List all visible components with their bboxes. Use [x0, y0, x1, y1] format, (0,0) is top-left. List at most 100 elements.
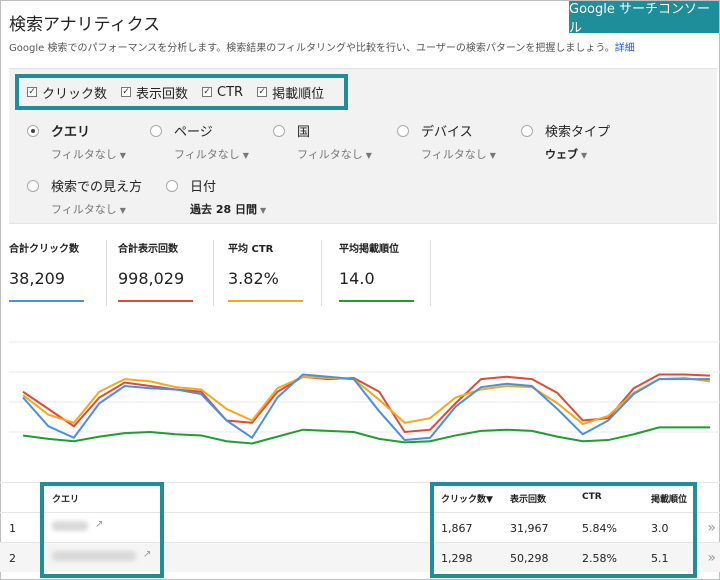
dimension-label: 国	[297, 125, 311, 140]
page-title: 検索アナリティクス	[9, 15, 161, 35]
trend-chart-svg	[9, 341, 720, 445]
dimension-country[interactable]: 国 フィルタなし ▼	[273, 121, 372, 162]
trend-chart	[9, 330, 720, 465]
dimension-label: デバイス	[421, 125, 473, 140]
chevron-down-icon: ▼	[489, 151, 496, 160]
series-color-bar	[9, 300, 84, 302]
cell-clicks: 1,298	[441, 552, 473, 565]
results-table: クエリ クリック数▼ 表示回数 CTR 掲載順位 1 ↗ 1,867 31,96…	[0, 482, 720, 580]
chevron-down-icon: ▼	[119, 151, 126, 160]
summary-card-position[interactable]: 平均掲載順位 14.0	[339, 240, 431, 306]
row-index: 1	[9, 522, 16, 535]
cell-clicks: 1,867	[441, 522, 473, 535]
chevron-down-icon: ▼	[581, 151, 588, 160]
card-value: 998,029	[118, 269, 185, 288]
column-header-position[interactable]: 掲載順位	[651, 495, 688, 505]
checkbox-icon: ✓	[27, 87, 37, 97]
cell-ctr: 2.58%	[582, 552, 617, 565]
card-value: 38,209	[9, 269, 65, 288]
toggle-ctr[interactable]: ✓ CTR	[202, 85, 243, 100]
column-header-clicks[interactable]: クリック数▼	[441, 495, 493, 505]
cell-ctr: 5.84%	[582, 522, 617, 535]
checkbox-icon: ✓	[257, 87, 268, 97]
radio-icon	[150, 124, 162, 137]
checkbox-icon: ✓	[202, 87, 213, 97]
toggle-label: CTR	[217, 84, 244, 100]
toggle-position[interactable]: ✓ 掲載順位	[257, 83, 324, 102]
column-header-ctr[interactable]: CTR	[582, 492, 602, 502]
dimension-filter[interactable]: フィルタなし ▼	[421, 148, 496, 161]
series-line-2	[22, 373, 710, 442]
dimension-filter[interactable]: フィルタなし ▼	[174, 148, 249, 161]
chevron-down-icon: ▼	[365, 151, 372, 160]
summary-card-impressions[interactable]: 合計表示回数 998,029	[118, 240, 214, 306]
summary-card-clicks[interactable]: 合計クリック数 38,209	[9, 240, 107, 306]
checkbox-icon: ✓	[121, 87, 132, 97]
chevron-down-icon: ▼	[119, 206, 126, 215]
external-link-icon[interactable]: ↗	[95, 519, 104, 530]
column-header-impressions[interactable]: 表示回数	[510, 495, 547, 505]
card-label: 平均掲載順位	[339, 244, 399, 255]
radio-icon	[273, 124, 285, 137]
query-link[interactable]	[52, 521, 88, 531]
radio-icon	[27, 124, 39, 137]
dimension-label: 検索での見え方	[51, 180, 143, 195]
series-line-0	[22, 373, 711, 434]
header: 検索アナリティクス Google サーチコンソール Google 検索でのパフォ…	[0, 0, 720, 62]
query-link[interactable]	[52, 551, 136, 561]
more-icon[interactable]: »	[707, 550, 716, 566]
dimension-filter[interactable]: ウェブ ▼	[545, 148, 588, 161]
toggle-impressions[interactable]: ✓ 表示回数	[121, 83, 188, 102]
radio-icon	[521, 124, 533, 137]
row-index: 2	[9, 552, 16, 565]
dimension-label: 検索タイプ	[545, 125, 611, 140]
series-color-bar	[118, 300, 193, 302]
cell-impressions: 31,967	[510, 522, 549, 535]
dimension-date[interactable]: 日付 過去 28 日間 ▼	[166, 176, 266, 217]
dimension-search-type[interactable]: 検索タイプ ウェブ ▼	[521, 121, 610, 162]
summary-card-ctr[interactable]: 平均 CTR 3.82%	[228, 240, 322, 306]
cell-position: 5.1	[651, 552, 669, 565]
dimension-device[interactable]: デバイス フィルタなし ▼	[397, 121, 496, 162]
external-link-icon[interactable]: ↗	[143, 549, 152, 560]
table-row[interactable]: 2 ↗ 1,298 50,298 2.58% 5.1 »	[0, 542, 720, 572]
series-color-bar	[228, 300, 303, 302]
column-header-query[interactable]: クエリ	[52, 495, 80, 505]
dimension-query[interactable]: クエリ フィルタなし ▼	[27, 121, 126, 162]
dimension-label: 日付	[190, 180, 217, 195]
dimension-filter[interactable]: フィルタなし ▼	[51, 203, 126, 216]
page-description: Google 検索でのパフォーマンスを分析します。検索結果のフィルタリングや比較…	[9, 39, 635, 54]
toggle-label: 表示回数	[136, 86, 189, 102]
chevron-down-icon: ▼	[259, 206, 267, 215]
radio-icon	[27, 179, 39, 192]
card-label: 平均 CTR	[228, 244, 274, 255]
toggle-label: クリック数	[42, 86, 108, 102]
card-label: 合計表示回数	[118, 244, 178, 255]
dimension-filter[interactable]: 過去 28 日間 ▼	[190, 203, 267, 216]
toggle-label: 掲載順位	[272, 86, 325, 102]
dimension-label: クエリ	[51, 125, 91, 140]
metric-toggles: ✓ クリック数 ✓ 表示回数 ✓ CTR ✓ 掲載順位	[15, 74, 348, 110]
description-text: Google 検索でのパフォーマンスを分析します。検索結果のフィルタリングや比較…	[9, 43, 615, 54]
dimension-filter[interactable]: フィルタなし ▼	[51, 148, 126, 161]
chevron-down-icon: ▼	[242, 151, 249, 160]
radio-icon	[166, 179, 178, 192]
radio-icon	[397, 124, 409, 137]
card-value: 3.82%	[228, 269, 279, 288]
dimension-filter[interactable]: フィルタなし ▼	[297, 148, 372, 161]
card-value: 14.0	[339, 269, 375, 288]
dimension-page[interactable]: ページ フィルタなし ▼	[150, 121, 249, 162]
dimension-appearance[interactable]: 検索での見え方 フィルタなし ▼	[27, 176, 142, 217]
series-line-3	[22, 426, 710, 445]
more-icon[interactable]: »	[707, 520, 716, 536]
filter-panel: ✓ クリック数 ✓ 表示回数 ✓ CTR ✓ 掲載順位 クエリ フィルタなし ▼ ページ …	[9, 68, 717, 224]
cell-position: 3.0	[651, 522, 669, 535]
brand-badge: Google サーチコンソール	[569, 1, 719, 36]
dimension-label: ページ	[174, 125, 213, 140]
toggle-clicks[interactable]: ✓ クリック数	[27, 83, 107, 102]
table-row[interactable]: 1 ↗ 1,867 31,967 5.84% 3.0 »	[0, 512, 720, 542]
details-link[interactable]: 詳細	[614, 43, 635, 54]
table-header-row: クエリ クリック数▼ 表示回数 CTR 掲載順位	[0, 482, 720, 512]
cell-impressions: 50,298	[510, 552, 549, 565]
card-label: 合計クリック数	[9, 244, 79, 255]
